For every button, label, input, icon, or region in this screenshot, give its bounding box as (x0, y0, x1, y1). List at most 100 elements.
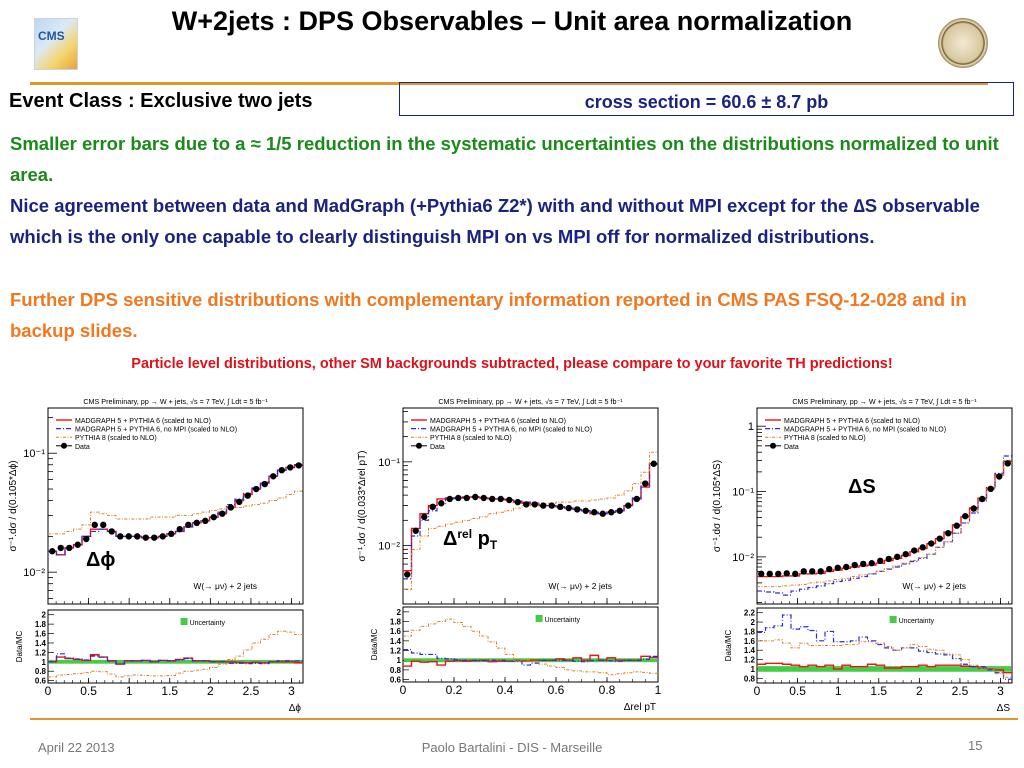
x-tick-label: 1.5 (870, 684, 887, 698)
uncertainty-band (758, 666, 1011, 672)
data-point (766, 570, 773, 578)
data-point (809, 568, 816, 575)
y-axis-label: σ⁻¹.dσ / d(0.033*Δrel pT) (357, 450, 368, 561)
uncertainty-legend-label: Uncertainty (899, 618, 935, 625)
data-point (134, 533, 141, 540)
ratio-y-tick-label: 1 (397, 656, 402, 665)
x-tick-label: 2.5 (243, 684, 260, 698)
data-point (66, 544, 73, 552)
cross-section-box (399, 82, 1014, 116)
data-point (834, 564, 841, 572)
data-point (885, 555, 892, 563)
header-divider (30, 82, 988, 85)
x-tick-label: 0.2 (446, 683, 463, 697)
legend-label: MADGRAPH 5 + PYTHIA 6, no MPI (scaled to… (430, 427, 592, 434)
data-point (236, 498, 243, 506)
event-class-label: Event Class : Exclusive two jets (9, 90, 313, 112)
data-point (1004, 460, 1011, 467)
data-point (817, 568, 824, 575)
data-point (497, 495, 504, 503)
ratio-plot-frame (402, 606, 659, 683)
data-point (599, 510, 606, 517)
series-pythia-8 (403, 451, 658, 590)
y-tick-label: 10⁻² (378, 541, 400, 553)
data-point (574, 506, 581, 513)
data-point (463, 494, 470, 502)
x-tick-label: 1 (126, 684, 133, 698)
process-label: W(→ μν) + 2 jets (548, 581, 612, 591)
main-plot-frame (47, 407, 304, 605)
cms-logo: CMS (34, 18, 78, 70)
ratio-y-tick-label: 0.8 (390, 666, 402, 675)
ratio-y-tick-label: 0.8 (744, 674, 756, 683)
series-madgraph-5-pythia-6-no-mpi (403, 463, 658, 580)
data-point (758, 570, 765, 578)
data-point (210, 513, 217, 521)
ratio-series-pythia-8 (757, 639, 1012, 678)
ratio-y-tick-label: 1.4 (35, 639, 47, 648)
chart-panel-1: CMS Preliminary, pp → W + jets, √s = 7 T… (8, 397, 304, 714)
data-point (800, 568, 807, 575)
legend-label: PYTHIA 8 (scaled to NLO) (784, 435, 866, 442)
legend-label: Data (784, 444, 799, 451)
data-point (108, 528, 115, 535)
cross-section-value: cross section = 60.6 ± 8.7 pb (584, 92, 829, 112)
data-point (125, 533, 132, 540)
data-point (557, 503, 564, 511)
slide-number: 15 (968, 738, 983, 753)
data-point (531, 501, 538, 508)
x-tick-label: 0 (754, 684, 761, 698)
data-point (548, 502, 555, 509)
uncertainty-legend-label: Uncertainty (190, 620, 226, 627)
series-madgraph-5-pythia-6 (757, 460, 1012, 578)
data-point (412, 527, 419, 534)
ratio-y-tick-label: 2.2 (744, 609, 756, 618)
ratio-y-tick-label: 2 (42, 611, 47, 620)
data-point (902, 550, 909, 558)
data-point (253, 485, 260, 493)
ratio-plot-frame (756, 607, 1013, 684)
data-point (868, 560, 875, 567)
ratio-y-tick-label: 1.6 (744, 637, 756, 646)
ratio-y-tick-label: 1.2 (744, 656, 756, 665)
data-point (455, 494, 462, 502)
x-tick-label: 0.4 (497, 683, 514, 697)
y-tick-label: 10⁻² (23, 567, 45, 579)
data-point (404, 571, 411, 578)
y-tick-label: 10⁻² (732, 552, 754, 564)
ratio-series-madgraph-5-pythia-6-no-mpi (757, 614, 1012, 680)
legend-label: PYTHIA 8 (scaled to NLO) (75, 435, 157, 442)
data-point (57, 544, 64, 552)
data-point (159, 533, 166, 540)
legend-label: Data (75, 444, 90, 451)
data-point (979, 495, 986, 503)
x-tick-label: 0 (45, 684, 52, 698)
data-point (244, 492, 251, 499)
uncertainty-legend-label: Uncertainty (545, 617, 581, 624)
data-point (151, 534, 158, 541)
x-tick-label: 2.5 (952, 684, 969, 698)
data-point (591, 509, 598, 516)
x-tick-label: 0.6 (548, 683, 565, 697)
ratio-y-tick-label: 1.2 (35, 648, 47, 657)
ratio-y-tick-label: 1.4 (390, 637, 402, 646)
uncertainty-legend-swatch (889, 616, 897, 623)
ratio-series-madgraph-5-pythia-6-no-mpi (48, 653, 303, 665)
data-point (142, 534, 149, 541)
data-point (472, 493, 479, 501)
data-point (117, 533, 124, 540)
ratio-series-pythia-8 (403, 618, 658, 676)
uncertainty-band (49, 659, 302, 664)
data-point (523, 501, 530, 508)
note-error-bars: Smaller error bars due to a ≈ 1/5 reduct… (10, 133, 999, 185)
data-point (996, 473, 1003, 480)
data-point (489, 495, 496, 503)
uncertainty-legend-swatch (180, 618, 188, 625)
ratio-y-axis-label: Data/MC (370, 628, 379, 660)
chart-title: CMS Preliminary, pp → W + jets, √s = 7 T… (438, 397, 623, 406)
data-point (826, 565, 833, 573)
y-tick-label: 10⁻¹ (378, 457, 400, 469)
x-tick-label: 3 (997, 684, 1004, 698)
note-particle-level: Particle level distributions, other SM b… (131, 356, 893, 372)
chart-title: CMS Preliminary, pp → W + jets, √s = 7 T… (792, 397, 977, 406)
